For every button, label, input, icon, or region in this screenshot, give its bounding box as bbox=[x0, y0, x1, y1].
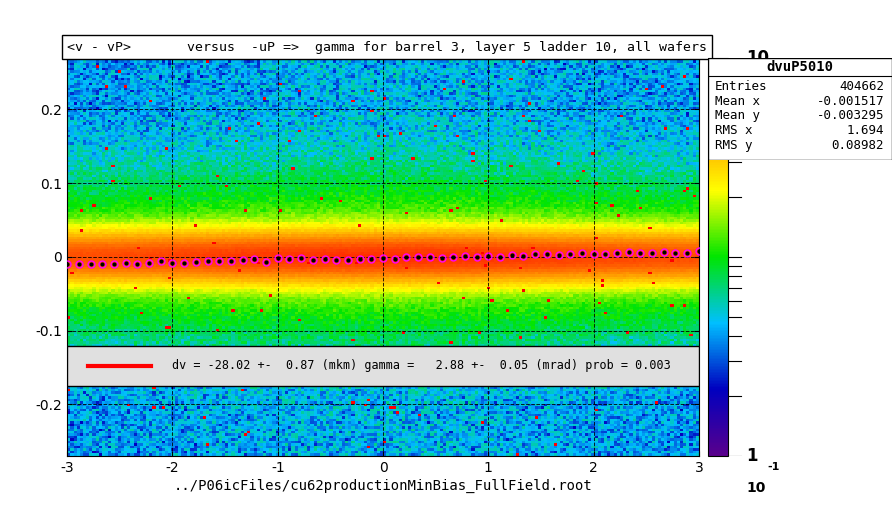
Text: -0.001517: -0.001517 bbox=[816, 94, 884, 107]
Text: dvuP5010: dvuP5010 bbox=[766, 60, 833, 74]
Text: Entries: Entries bbox=[715, 80, 768, 93]
X-axis label: ../P06icFiles/cu62productionMinBias_FullField.root: ../P06icFiles/cu62productionMinBias_Full… bbox=[174, 479, 592, 493]
Bar bbox=[67, 346, 699, 386]
Text: 0.08982: 0.08982 bbox=[831, 139, 884, 152]
Text: -0.003295: -0.003295 bbox=[816, 110, 884, 123]
Text: 1.694: 1.694 bbox=[847, 124, 884, 137]
Text: 10: 10 bbox=[746, 49, 770, 67]
Text: RMS y: RMS y bbox=[715, 139, 753, 152]
Text: Mean y: Mean y bbox=[715, 110, 760, 123]
Text: dv = -28.02 +-  0.87 (mkm) gamma =   2.88 +-  0.05 (mrad) prob = 0.003: dv = -28.02 +- 0.87 (mkm) gamma = 2.88 +… bbox=[172, 359, 671, 373]
Text: 10: 10 bbox=[746, 481, 766, 495]
Text: <v - vP>       versus  -uP =>  gamma for barrel 3, layer 5 ladder 10, all wafers: <v - vP> versus -uP => gamma for barrel … bbox=[67, 41, 707, 53]
Text: 1: 1 bbox=[746, 447, 758, 465]
Text: -1: -1 bbox=[768, 462, 780, 472]
Text: Mean x: Mean x bbox=[715, 94, 760, 107]
Text: 404662: 404662 bbox=[840, 80, 884, 93]
FancyBboxPatch shape bbox=[708, 58, 892, 160]
Text: RMS x: RMS x bbox=[715, 124, 753, 137]
